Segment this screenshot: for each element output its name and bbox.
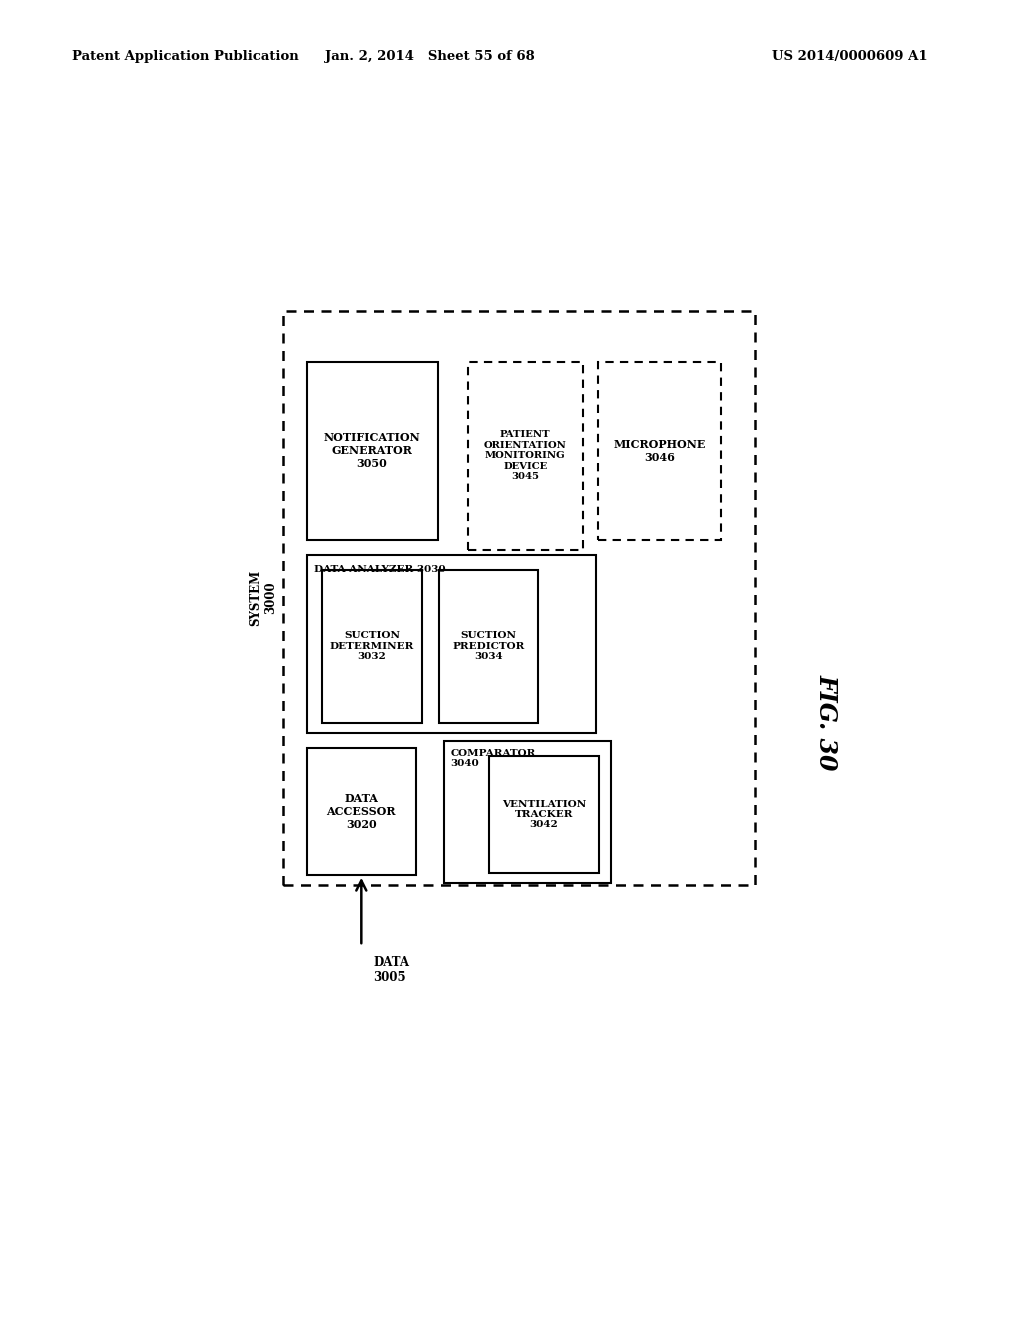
Bar <box>306 362 437 540</box>
Bar <box>306 748 416 875</box>
Bar <box>323 570 422 722</box>
Text: US 2014/0000609 A1: US 2014/0000609 A1 <box>772 50 928 63</box>
Bar <box>598 362 721 540</box>
Text: SUCTION
DETERMINER
3032: SUCTION DETERMINER 3032 <box>330 631 415 661</box>
Text: DATA
3005: DATA 3005 <box>373 956 410 985</box>
Text: SYSTEM
3000: SYSTEM 3000 <box>249 570 276 626</box>
Text: VENTILATION
TRACKER
3042: VENTILATION TRACKER 3042 <box>502 800 586 829</box>
Bar <box>468 362 583 549</box>
Bar <box>283 312 755 886</box>
Bar <box>439 570 539 722</box>
Bar <box>489 756 599 873</box>
Text: PATIENT
ORIENTATION
MONITORING
DEVICE
3045: PATIENT ORIENTATION MONITORING DEVICE 30… <box>483 430 566 480</box>
Text: DATA
ACCESSOR
3020: DATA ACCESSOR 3020 <box>327 793 396 830</box>
Text: DATA ANALYZER 3030: DATA ANALYZER 3030 <box>314 565 446 574</box>
Text: FIG. 30: FIG. 30 <box>814 675 839 771</box>
Bar <box>443 741 610 883</box>
Bar <box>306 554 596 733</box>
Text: COMPARATOR
3040: COMPARATOR 3040 <box>451 748 536 768</box>
Text: MICROPHONE
3046: MICROPHONE 3046 <box>613 438 706 462</box>
Text: NOTIFICATION
GENERATOR
3050: NOTIFICATION GENERATOR 3050 <box>324 433 421 469</box>
Text: Patent Application Publication: Patent Application Publication <box>72 50 298 63</box>
Text: SUCTION
PREDICTOR
3034: SUCTION PREDICTOR 3034 <box>453 631 525 661</box>
Text: Jan. 2, 2014   Sheet 55 of 68: Jan. 2, 2014 Sheet 55 of 68 <box>326 50 535 63</box>
